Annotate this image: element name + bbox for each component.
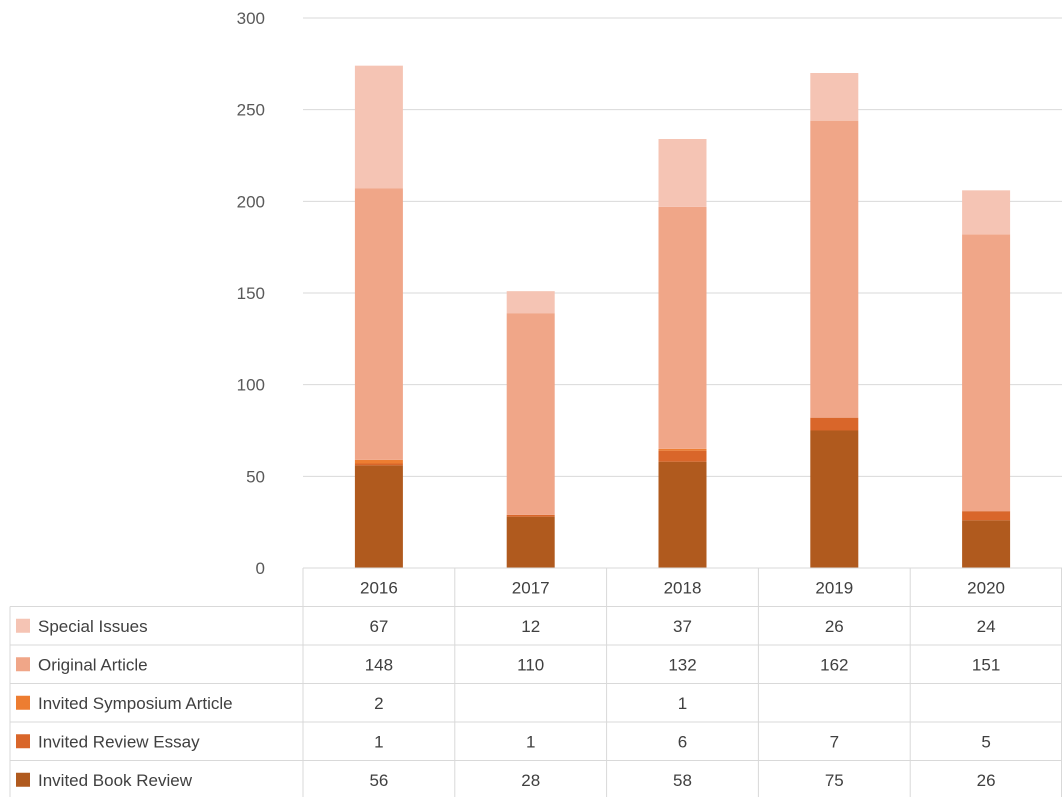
bar-segment [506,313,555,515]
y-tick-label: 0 [256,559,265,578]
y-tick-label: 150 [237,284,265,303]
bar-segment [658,450,707,462]
y-tick-label: 300 [237,9,265,28]
bar-segment [354,465,403,568]
bar-segment [962,190,1011,235]
category-label: 2020 [967,578,1005,597]
table-cell-value: 67 [369,617,388,636]
series-label: Invited Review Essay [38,732,200,751]
table-cell-value: 28 [521,771,540,790]
y-axis-tick-labels: 0 50 100 150 200 250 300 [237,9,265,578]
bar-segment [354,463,403,466]
table-cell-value: 24 [977,617,996,636]
bar-segment [354,65,403,189]
bar-segment [962,520,1011,568]
category-label: 2017 [512,578,550,597]
bar-segment [962,234,1011,512]
table-cell-value: 6 [678,732,687,751]
table-cell-value: 132 [668,655,696,674]
bar-segment [506,514,555,517]
table-cell-value: 75 [825,771,844,790]
table-cell-value: 5 [981,732,990,751]
table-cell-value: 26 [825,617,844,636]
category-label: 2019 [815,578,853,597]
table-cell-value: 37 [673,617,692,636]
y-tick-label: 200 [237,192,265,211]
table-cell-value: 56 [369,771,388,790]
table-cell-value: 2 [374,694,383,713]
category-label: 2016 [360,578,398,597]
bars [354,65,1011,568]
bar-segment [506,516,555,568]
legend-key [16,618,30,633]
legend-key [16,734,30,749]
table-cell-value: 7 [830,732,839,751]
bar-segment [658,448,707,451]
bar-segment [658,139,707,207]
table-cell-value: 151 [972,655,1000,674]
table-cell-value: 148 [365,655,393,674]
table-cell-value: 26 [977,771,996,790]
bar-segment [810,120,859,418]
bar-segment [810,417,859,431]
table-cell-value: 58 [673,771,692,790]
bar-segment [962,511,1011,521]
series-label: Invited Symposium Article [38,694,233,713]
bar-segment [354,459,403,464]
y-tick-label: 100 [237,376,265,395]
bar-segment [354,188,403,460]
bar-segment [506,291,555,314]
bar-segment [810,73,859,121]
table-cell-value: 1 [526,732,535,751]
series-label: Invited Book Review [38,771,193,790]
legend-key [16,772,30,787]
bar-segment [658,206,707,449]
bar-segment [810,430,859,568]
series-label: Special Issues [38,617,148,636]
table-cell-value: 110 [517,655,544,674]
bar-segment [658,461,707,568]
table-cell-value: 1 [374,732,383,751]
y-tick-label: 250 [237,101,265,120]
category-label: 2018 [664,578,702,597]
table-cell-value: 162 [820,655,848,674]
legend-key [16,657,30,672]
legend-key [16,695,30,710]
table-cell-value: 12 [521,617,540,636]
series-label: Original Article [38,655,148,674]
table-cell-value: 1 [678,694,687,713]
y-tick-label: 50 [246,467,265,486]
